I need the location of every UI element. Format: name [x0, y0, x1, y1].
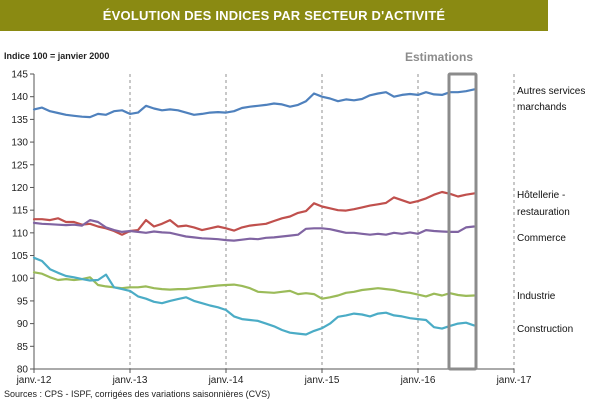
x-tick-label: janv.-14 — [208, 375, 244, 386]
series-label-text: Autres services — [517, 86, 585, 97]
series-line-industrie — [32, 271, 476, 300]
y-tick-label: 125 — [11, 160, 28, 171]
y-tick-label: 100 — [11, 274, 28, 285]
y-tick-label: 80 — [17, 365, 29, 376]
estimations-box — [447, 72, 478, 371]
y-tick-label: 95 — [17, 296, 29, 307]
x-tick-label: janv.-13 — [112, 375, 148, 386]
series-label-text: Construction — [517, 324, 573, 335]
y-tick-label: 140 — [11, 92, 28, 103]
y-tick-label: 90 — [17, 319, 29, 330]
label-layer: Autres services marchands Hôtellerie - rest… — [517, 86, 585, 335]
x-tick-label: janv.-12 — [16, 375, 52, 386]
grid-layer — [129, 74, 515, 369]
series-line-commerce — [32, 219, 476, 242]
series-layer — [32, 88, 476, 336]
source-note: Sources : CPS - ISPF, corrigées des vari… — [4, 389, 271, 399]
series-label-text: Commerce — [517, 233, 566, 244]
series-line-h-tellerie-restauration — [32, 190, 476, 236]
series-label-0: Autres services marchands — [517, 86, 585, 113]
series-label-text: Industrie — [517, 291, 556, 302]
series-line-construction — [32, 256, 476, 336]
series-line-autres-services-marchands — [32, 88, 476, 119]
estimations-label: Estimations — [405, 50, 474, 64]
series-label-1: Hôtellerie - restauration — [517, 190, 570, 218]
x-tick-label: janv.-17 — [496, 375, 532, 386]
series-label-text: restauration — [517, 207, 570, 218]
index-note: Indice 100 = janvier 2000 — [4, 51, 110, 61]
series-label-2: Commerce — [517, 233, 566, 244]
y-tick-label: 130 — [11, 138, 28, 149]
x-tick-label: janv.-15 — [304, 375, 340, 386]
y-tick-label: 120 — [11, 183, 28, 194]
y-tick-label: 115 — [12, 206, 28, 217]
y-tick-label: 145 — [11, 70, 28, 81]
y-tick-label: 135 — [11, 115, 28, 126]
series-label-text: Hôtellerie - — [517, 190, 565, 201]
y-tick-label: 85 — [17, 342, 29, 353]
x-tick-label: janv.-16 — [400, 375, 436, 386]
highlight-layer — [447, 72, 478, 371]
series-label-3: Industrie — [517, 291, 556, 302]
axis-layer: 80 85 90 95 100 105 110 115 120 125 130 135 140 145 ja… — [11, 70, 532, 387]
y-tick-label: 105 — [11, 251, 28, 262]
y-tick-label: 110 — [12, 228, 28, 239]
series-label-text: marchands — [517, 102, 566, 113]
chart-title: ÉVOLUTION DES INDICES PAR SECTEUR D'ACTI… — [0, 0, 548, 31]
series-label-4: Construction — [517, 324, 573, 335]
